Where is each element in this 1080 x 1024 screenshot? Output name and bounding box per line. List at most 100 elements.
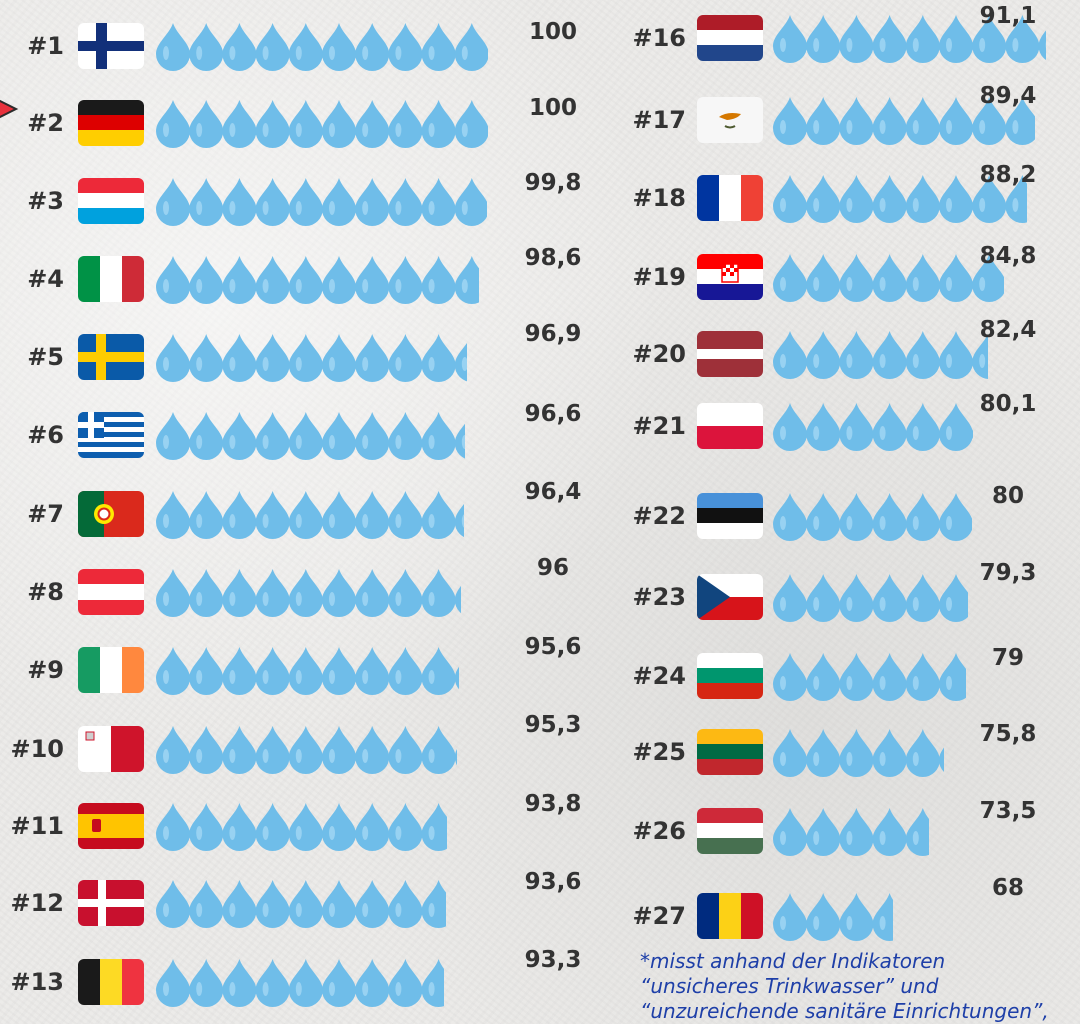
footnote-line-2: “unsicheres Trinkwasser” und	[640, 974, 939, 998]
water-drop-icon	[222, 178, 257, 226]
value-label: 84,8	[979, 243, 1037, 269]
water-drop-icon	[905, 97, 940, 145]
water-drop-icon	[806, 254, 841, 302]
water-drop-icon	[156, 256, 190, 304]
water-drop-icon	[773, 729, 807, 777]
water-drop-icon	[156, 178, 190, 226]
water-drop-icon	[806, 808, 841, 856]
value-label: 68	[991, 875, 1024, 901]
value-label: 100	[528, 95, 577, 121]
water-drop-icon	[222, 412, 257, 460]
water-drop-icon	[905, 175, 940, 223]
water-drop-icon	[454, 503, 465, 538]
water-drop-icon	[355, 569, 390, 617]
flag-romania-icon	[697, 893, 763, 939]
value-label: 100	[528, 19, 577, 45]
flag-italy-icon	[78, 256, 144, 302]
drop-bar-19	[773, 251, 1005, 307]
flag-austria-icon	[78, 569, 144, 615]
rank-label: #22	[632, 502, 686, 530]
rank-label: #24	[632, 662, 686, 690]
water-drop-icon	[839, 653, 874, 701]
water-drop-icon	[872, 653, 907, 701]
rank-label: #19	[632, 263, 686, 291]
drop-bar-20	[773, 328, 989, 384]
water-drop-icon	[288, 412, 323, 460]
water-drop-icon	[222, 726, 257, 774]
water-drop-icon	[255, 569, 290, 617]
water-drop-icon	[905, 653, 940, 701]
water-drop-icon	[388, 412, 423, 460]
rank-label: #3	[27, 187, 64, 215]
flag-poland-icon	[697, 403, 763, 449]
water-drop-icon	[388, 880, 423, 928]
water-drop-icon	[454, 342, 468, 382]
water-drop-icon	[288, 100, 323, 148]
value-label: 95,3	[524, 712, 582, 738]
water-drop-icon	[388, 726, 423, 774]
rank-label: #1	[27, 32, 64, 60]
rank-label: #20	[632, 340, 686, 368]
water-drop-icon	[839, 175, 874, 223]
value-label: 80,1	[979, 391, 1037, 417]
value-label: 80	[991, 483, 1024, 509]
water-drop-icon	[156, 412, 190, 460]
flag-ireland-icon	[78, 647, 144, 693]
water-drop-icon	[872, 331, 907, 379]
water-drop-icon	[156, 803, 190, 851]
flag-sweden-icon	[78, 334, 144, 380]
water-drop-icon	[189, 23, 224, 71]
water-drop-icon	[288, 959, 323, 1007]
value-label: 89,4	[979, 83, 1037, 109]
water-drop-icon	[255, 334, 290, 382]
footnote-line-1: *misst anhand der Indikatoren	[640, 949, 946, 973]
rank-label: #21	[632, 412, 686, 440]
water-drop-icon	[222, 491, 257, 539]
water-drop-icon	[255, 100, 290, 148]
water-drop-icon	[156, 726, 190, 774]
water-drop-icon	[773, 331, 807, 379]
value-label: 82,4	[979, 317, 1037, 343]
drop-bar-26	[773, 805, 930, 861]
water-drop-icon	[421, 803, 447, 851]
water-drop-icon	[773, 175, 807, 223]
water-drop-icon	[773, 574, 807, 622]
water-drop-icon	[355, 726, 390, 774]
water-drop-icon	[288, 178, 323, 226]
water-drop-icon	[905, 15, 940, 63]
drop-bar-25	[773, 726, 945, 782]
drop-bar-27	[773, 890, 893, 946]
flag-latvia-icon	[697, 331, 763, 377]
water-drop-icon	[189, 647, 224, 695]
water-drop-icon	[839, 893, 874, 941]
water-drop-icon	[355, 880, 390, 928]
water-drop-icon	[388, 23, 423, 71]
water-drop-icon	[872, 97, 907, 145]
rank-label: #12	[10, 889, 64, 917]
water-drop-icon	[421, 334, 456, 382]
water-drop-icon	[388, 647, 423, 695]
water-drop-icon	[1005, 97, 1035, 145]
drop-bar-6	[156, 409, 466, 465]
flag-luxembourg-icon	[78, 178, 144, 224]
drop-bar-23	[773, 571, 968, 627]
water-drop-icon	[872, 808, 907, 856]
flag-france-icon	[697, 175, 763, 221]
drop-bar-18	[773, 172, 1027, 228]
water-drop-icon	[839, 15, 874, 63]
rank-label: #16	[632, 24, 686, 52]
water-drop-icon	[421, 100, 456, 148]
water-drop-icon	[773, 15, 807, 63]
rank-label: #13	[10, 968, 64, 996]
water-drop-icon	[255, 959, 290, 1007]
drop-bar-5	[156, 331, 468, 387]
water-drop-icon	[421, 880, 446, 928]
flag-cyprus-icon	[697, 97, 763, 143]
flag-portugal-icon	[78, 491, 144, 537]
flag-lithuania-icon	[697, 729, 763, 775]
water-drop-icon	[872, 254, 907, 302]
water-drop-icon	[255, 412, 290, 460]
water-drop-icon	[839, 729, 874, 777]
water-drop-icon	[322, 178, 356, 226]
value-label: 75,8	[979, 721, 1037, 747]
